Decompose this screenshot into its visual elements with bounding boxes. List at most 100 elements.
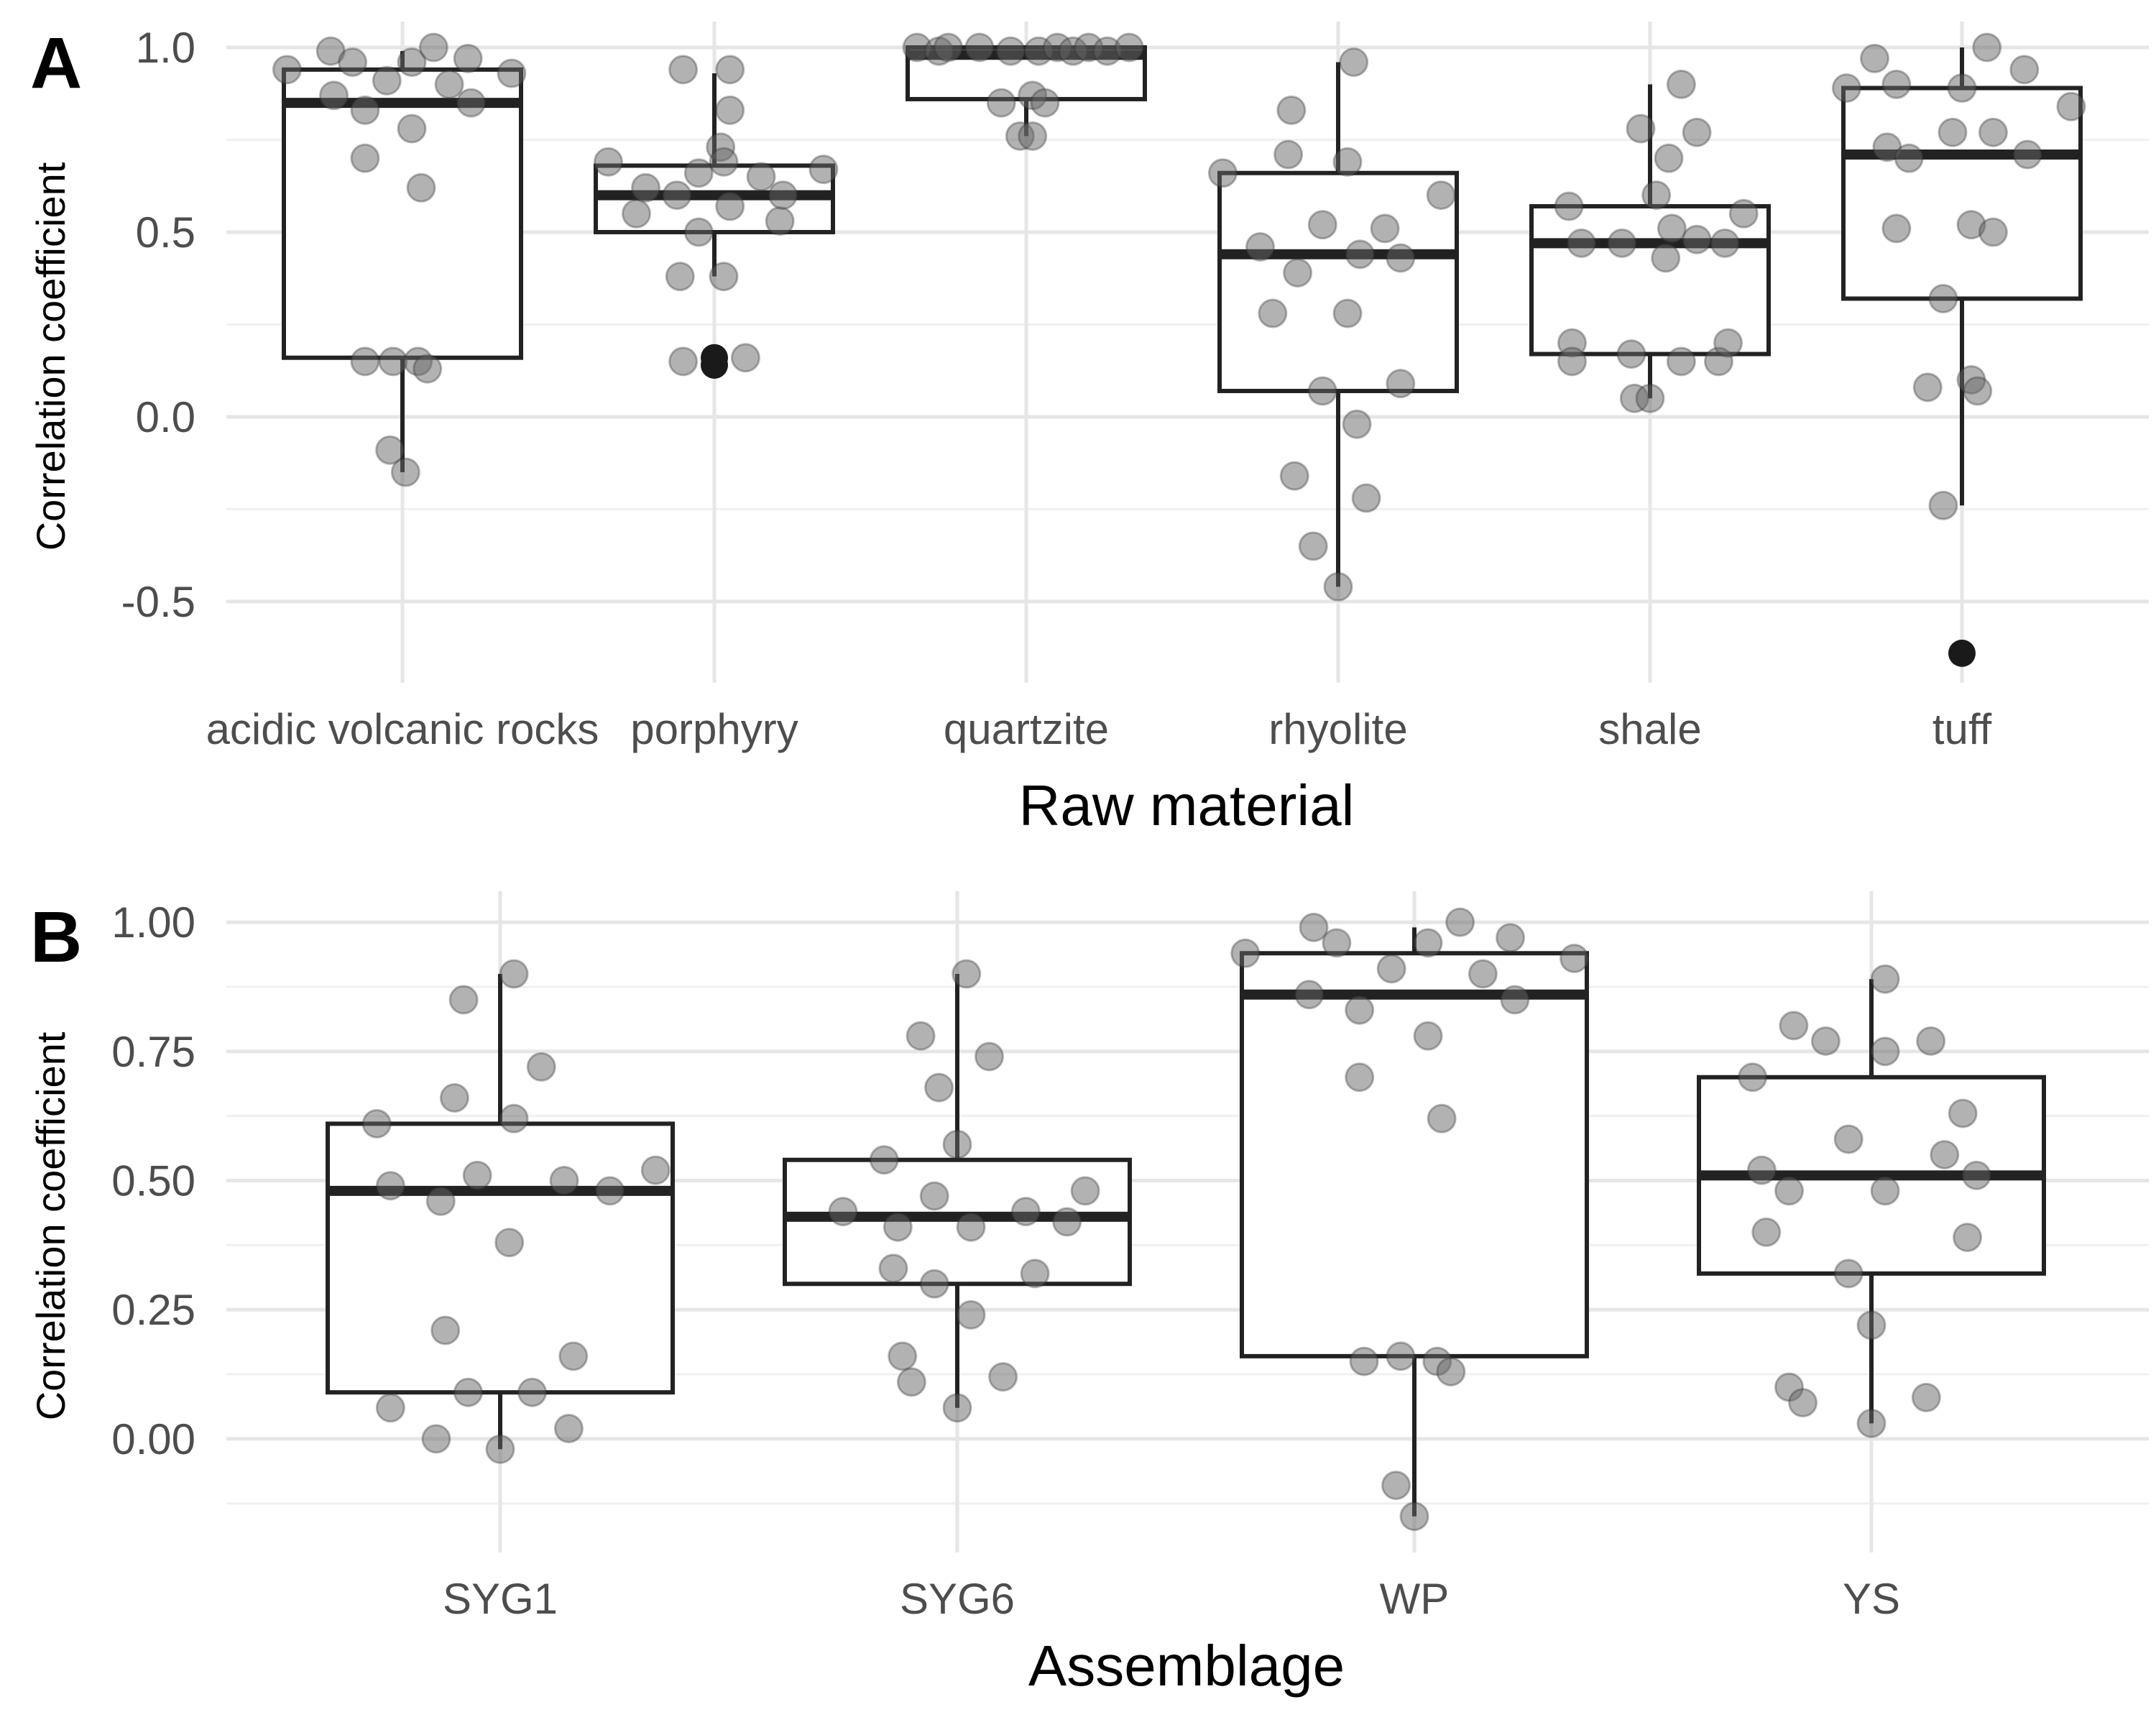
data-point	[1953, 1223, 1983, 1253]
box-iqr	[1841, 86, 2083, 301]
data-point	[1710, 228, 1740, 258]
data-point	[995, 36, 1026, 66]
data-point	[1626, 114, 1656, 144]
panel-b-y-axis-title: Correlation coefficient	[28, 1031, 73, 1420]
data-point	[746, 162, 776, 192]
data-point	[1833, 1259, 1864, 1289]
data-point	[1870, 1036, 1900, 1067]
data-point	[1728, 198, 1759, 229]
data-point	[319, 80, 349, 111]
data-point	[631, 172, 661, 203]
data-point	[1245, 232, 1275, 262]
data-point	[668, 346, 699, 377]
data-point	[456, 88, 486, 118]
data-point	[715, 55, 745, 85]
data-point	[462, 1160, 492, 1190]
data-point	[1323, 571, 1353, 602]
data-point	[397, 114, 427, 144]
data-point	[1972, 32, 2002, 63]
data-point	[2056, 91, 2086, 121]
data-point	[1342, 409, 1372, 439]
outlier-point	[701, 344, 728, 372]
data-point	[1052, 1207, 1082, 1237]
data-point	[1299, 912, 1329, 942]
data-point	[595, 1176, 625, 1206]
data-point	[683, 217, 714, 247]
data-point	[1978, 217, 2008, 247]
data-point	[1682, 224, 1712, 254]
x-tick-label: SYG6	[900, 1575, 1015, 1623]
data-point	[1030, 88, 1060, 118]
data-point	[1912, 372, 1943, 402]
data-point	[350, 95, 380, 125]
data-point	[517, 1377, 548, 1407]
data-point	[1332, 298, 1363, 328]
panel-a-boxplot: -0.5 0.0 0.5 1.0 acidic volcanic rocks porph…	[28, 22, 2149, 837]
data-point	[378, 346, 408, 377]
data-point	[1856, 1408, 1886, 1438]
data-point	[1230, 938, 1261, 968]
data-point	[919, 1181, 949, 1211]
data-point	[1567, 228, 1597, 258]
box-iqr	[326, 1121, 675, 1395]
data-point	[372, 65, 402, 96]
data-point	[1938, 117, 1968, 147]
y-tick-label: 0.00	[111, 1415, 195, 1463]
data-point	[1641, 180, 1672, 211]
y-tick-label: 0.0	[136, 393, 195, 441]
data-point	[896, 1367, 926, 1397]
data-point	[1426, 180, 1456, 211]
data-point	[1283, 257, 1313, 288]
y-tick-label: 0.50	[111, 1157, 195, 1205]
data-point	[1413, 1021, 1443, 1051]
data-point	[956, 1300, 986, 1330]
data-point	[1607, 228, 1637, 258]
data-point	[1332, 147, 1363, 177]
data-point	[1413, 928, 1443, 958]
data-point	[952, 959, 982, 989]
x-tick-label: WP	[1380, 1575, 1450, 1623]
panel-b-marks	[326, 907, 2046, 1532]
data-point	[1427, 1103, 1457, 1133]
panel-a-y-axis-title: Correlation coefficient	[28, 162, 73, 551]
data-point	[665, 262, 695, 292]
data-point	[593, 147, 623, 177]
data-point	[640, 1155, 671, 1185]
data-point	[869, 1145, 899, 1175]
data-point	[272, 55, 302, 85]
data-point	[765, 206, 795, 236]
data-point	[1114, 32, 1144, 63]
data-point	[1399, 1501, 1429, 1532]
data-point	[1657, 213, 1687, 244]
data-point	[1916, 1026, 1946, 1056]
data-point	[375, 1393, 405, 1423]
data-point	[1881, 213, 1912, 244]
data-point	[430, 1315, 461, 1346]
box-iqr	[1240, 951, 1589, 1358]
data-point	[1635, 383, 1665, 413]
data-point	[375, 1171, 405, 1201]
data-point	[1322, 928, 1352, 958]
panel-a-x-ticks: acidic volcanic rocks porphyry quartzite rh…	[206, 705, 1992, 753]
data-point	[1307, 376, 1337, 406]
x-tick-label: tuff	[1932, 705, 1992, 753]
data-point	[315, 36, 346, 66]
box-iqr	[282, 67, 523, 360]
panel-b-x-axis-title: Assemblage	[1028, 1634, 1345, 1698]
data-point	[1963, 376, 1993, 406]
data-point	[1978, 117, 2008, 147]
x-tick-label: shale	[1598, 705, 1701, 753]
data-point	[350, 143, 380, 173]
data-point	[1948, 1098, 1978, 1128]
data-point	[709, 147, 739, 177]
data-point	[1560, 943, 1590, 973]
data-point	[1554, 191, 1584, 221]
x-tick-label: rhyolite	[1268, 705, 1407, 753]
data-point	[499, 1103, 529, 1133]
data-point	[888, 1341, 918, 1371]
data-point	[1445, 907, 1475, 937]
data-point	[1682, 117, 1712, 147]
data-point	[975, 1041, 1005, 1072]
data-point	[1018, 121, 1048, 151]
